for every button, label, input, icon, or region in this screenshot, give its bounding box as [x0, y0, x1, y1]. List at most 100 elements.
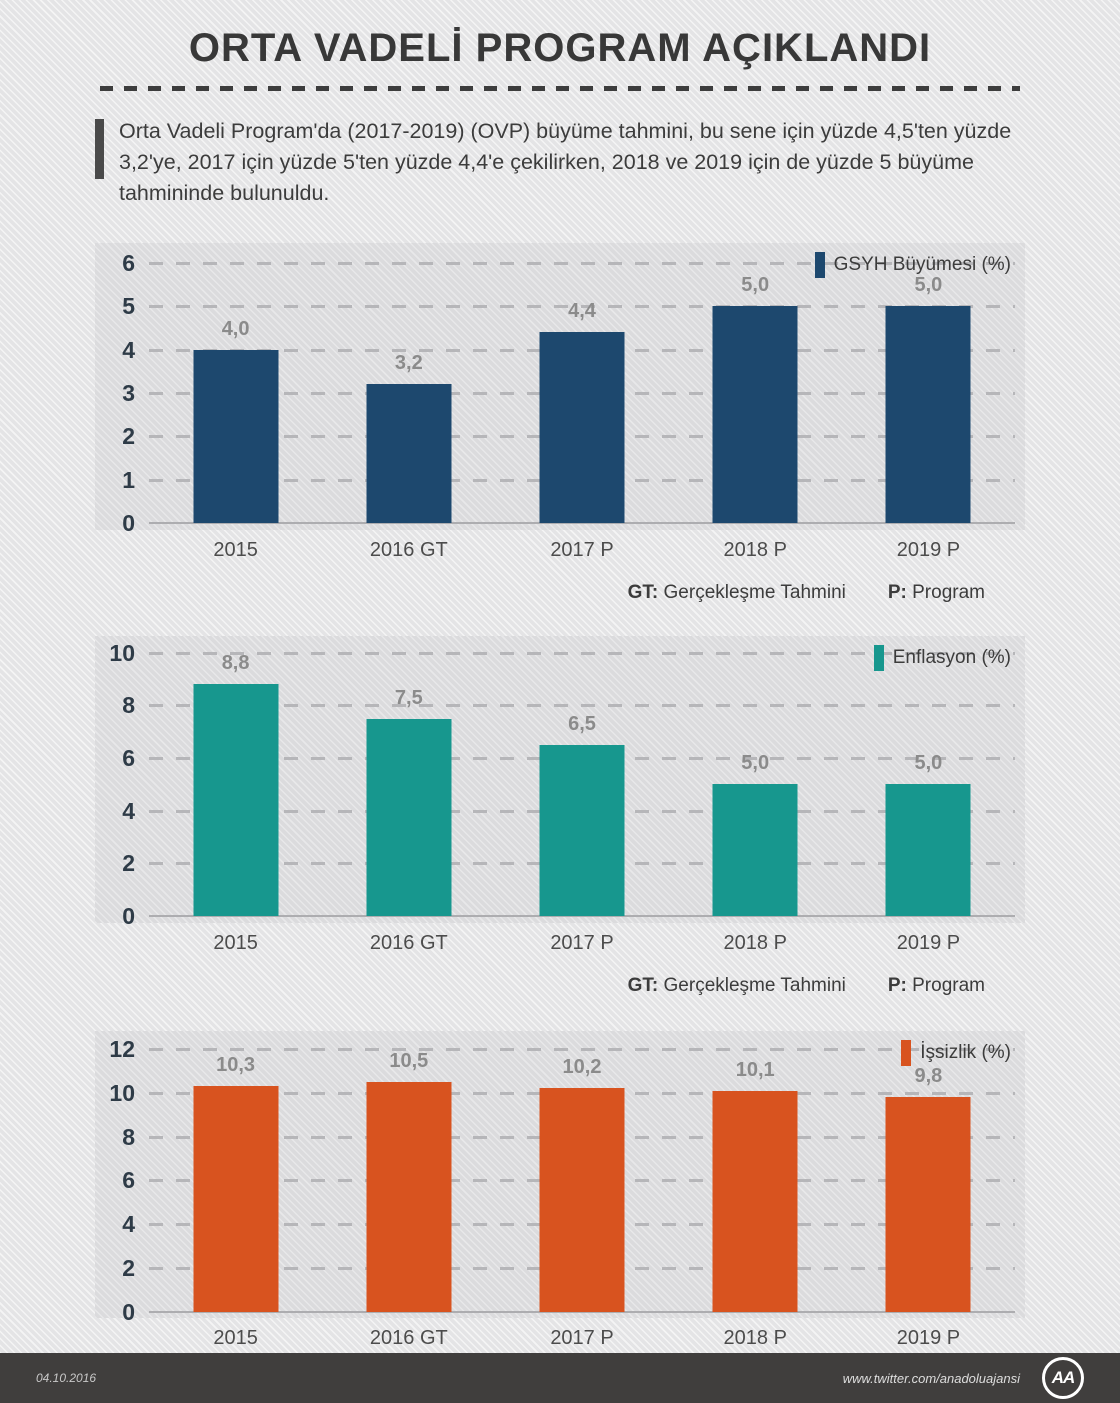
y-tick-label: 10: [109, 1079, 135, 1106]
x-axis-label: 2017 P: [550, 931, 614, 954]
bar-slot: 10,3: [149, 1049, 322, 1312]
bar-slot: 10,2: [495, 1049, 668, 1312]
intro-text: Orta Vadeli Program'da (2017-2019) (OVP)…: [119, 119, 1012, 205]
bar-2016-gt: [366, 718, 452, 916]
bar-slot: 5,0: [669, 653, 842, 916]
intro-accent-bar: [95, 119, 104, 179]
bar-2015: [193, 349, 279, 523]
gridline-12: [149, 1047, 1015, 1051]
bar-slot: 5,0: [669, 263, 842, 523]
bar-slots: 10,3 10,5 10,2 10,1 9,8: [149, 1049, 1015, 1312]
p-text: Program: [906, 581, 985, 603]
legend-label: İşsizlik (%): [920, 1041, 1011, 1063]
bar-slot: 5,0: [842, 653, 1015, 916]
chart-panel: İşsizlik (%) 12 10 8 6 4 2 0 10,3 10,5 10,2 10,1 9,…: [95, 1030, 1025, 1325]
chart-panel: Enflasyon (%) 10 8 6 4 2 0 8,8 7,5 6,5 5,0 5,0: [95, 635, 1025, 929]
bar-value-label: 5,0: [914, 752, 943, 775]
y-tick-label: 8: [122, 692, 135, 719]
y-tick-label: 8: [122, 1123, 135, 1150]
y-tick-label: 2: [122, 1255, 135, 1282]
gridline-5: [149, 305, 1015, 309]
abbreviation-note: GT: Gerçekleşme Tahmini P: Program: [95, 975, 1025, 997]
bar-value-label: 5,0: [741, 752, 770, 775]
footer-bar: 04.10.2016 www.twitter.com/anadoluajansi…: [0, 1353, 1120, 1403]
y-tick-label: 1: [122, 466, 135, 493]
x-axis-label: 2016 GT: [369, 538, 448, 561]
gridline-0: [149, 914, 1015, 917]
bar-2016-gt: [366, 384, 452, 523]
y-tick-label: 12: [109, 1035, 135, 1062]
x-axis-label: 2019 P: [896, 931, 961, 954]
y-tick-label: 10: [109, 639, 135, 666]
x-axis-label: 2017 P: [550, 1326, 614, 1349]
bar-slots: 4,0 3,2 4,4 5,0 5,0: [149, 263, 1015, 523]
p-abbrev: P:: [887, 581, 907, 603]
bar-2018-p: [712, 306, 798, 523]
legend-label: Enflasyon (%): [892, 646, 1011, 668]
footer-right: www.twitter.com/anadoluajansi AA: [843, 1357, 1084, 1399]
x-axis-label: 2015: [213, 538, 258, 561]
y-tick-label: 2: [122, 850, 135, 877]
bar-value-label: 4,4: [568, 300, 596, 323]
chart-legend: İşsizlik (%): [901, 1039, 1011, 1066]
bar-slot: 3,2: [322, 263, 495, 523]
anadolu-agency-logo-icon: AA: [1042, 1357, 1084, 1399]
dashed-divider: [100, 86, 1020, 91]
y-tick-label: 4: [122, 1211, 135, 1238]
y-tick-label: 0: [122, 509, 135, 536]
gridline-0: [149, 1310, 1015, 1313]
bar-2017-p: [539, 1088, 625, 1312]
x-axis-label: 2018 P: [723, 931, 787, 954]
gt-abbrev: GT:: [627, 974, 659, 996]
x-axis-label: 2015: [213, 1326, 258, 1349]
bar-slot: 10,1: [669, 1049, 842, 1312]
bar-slot: 9,8: [842, 1049, 1015, 1312]
bar-value-label: 9,8: [914, 1065, 943, 1088]
intro-block: Orta Vadeli Program'da (2017-2019) (OVP)…: [95, 116, 1025, 209]
chart-gsyh-buyumesi: GSYH Büyümesi (%) 6 5 4 3 2 1 0 4,0 3,2 4,4 5,0 5,0…: [95, 242, 1025, 604]
plot-area: 12 10 8 6 4 2 0 10,3 10,5 10,2 10,1 9,8: [109, 1036, 1015, 1325]
legend-swatch: [873, 644, 884, 671]
bar-slots: 8,8 7,5 6,5 5,0 5,0: [149, 652, 1015, 916]
bar-2017-p: [539, 744, 625, 916]
y-tick-label: 4: [122, 797, 135, 824]
bar-value-label: 6,5: [568, 712, 596, 735]
chart-panel: GSYH Büyümesi (%) 6 5 4 3 2 1 0 4,0 3,2 4,4 5,0 5,0: [95, 242, 1025, 536]
page-title: ORTA VADELİ PROGRAM AÇIKLANDI: [188, 26, 932, 70]
gridline-0: [149, 521, 1015, 524]
x-axis-label: 2016 GT: [369, 931, 448, 954]
bar-2019-p: [885, 306, 971, 523]
bar-value-label: 4,0: [221, 317, 250, 340]
gt-text: Gerçekleşme Tahmini: [658, 974, 846, 996]
p-abbrev: P:: [887, 974, 907, 996]
chart-legend: Enflasyon (%): [873, 644, 1011, 671]
bar-value-label: 5,0: [741, 274, 770, 297]
footer-date: 04.10.2016: [36, 1371, 97, 1385]
y-tick-label: 6: [122, 249, 135, 276]
y-tick-label: 4: [122, 336, 135, 363]
bar-2016-gt: [366, 1081, 452, 1312]
bar-slot: 8,8: [149, 652, 322, 916]
p-text: Program: [906, 974, 985, 996]
x-axis-label: 2019 P: [896, 1326, 961, 1349]
bar-slot: 4,0: [149, 263, 322, 523]
bar-value-label: 3,2: [394, 352, 423, 375]
bar-2019-p: [885, 1097, 971, 1312]
x-axis-label: 2016 GT: [369, 1326, 448, 1349]
abbreviation-note: GT: Gerçekleşme Tahmini P: Program: [95, 582, 1025, 604]
bar-value-label: 10,5: [389, 1049, 429, 1072]
bar-slot: 6,5: [495, 653, 668, 916]
y-tick-label: 5: [122, 293, 135, 320]
x-axis-label: 2018 P: [723, 1326, 787, 1349]
chart-enflasyon: Enflasyon (%) 10 8 6 4 2 0 8,8 7,5 6,5 5,0 5,0 201…: [95, 635, 1025, 997]
bar-value-label: 7,5: [394, 686, 423, 709]
legend-swatch: [901, 1039, 912, 1066]
footer-twitter-url: www.twitter.com/anadoluajansi: [842, 1370, 1020, 1386]
x-axis-label: 2018 P: [723, 538, 787, 561]
bar-2015: [193, 1086, 279, 1312]
plot-area: 10 8 6 4 2 0 8,8 7,5 6,5 5,0 5,0: [109, 640, 1015, 929]
plot-area: 6 5 4 3 2 1 0 4,0 3,2 4,4 5,0 5,0: [122, 250, 1015, 536]
bar-2018-p: [712, 784, 798, 916]
bar-slot: 4,4: [495, 263, 668, 523]
